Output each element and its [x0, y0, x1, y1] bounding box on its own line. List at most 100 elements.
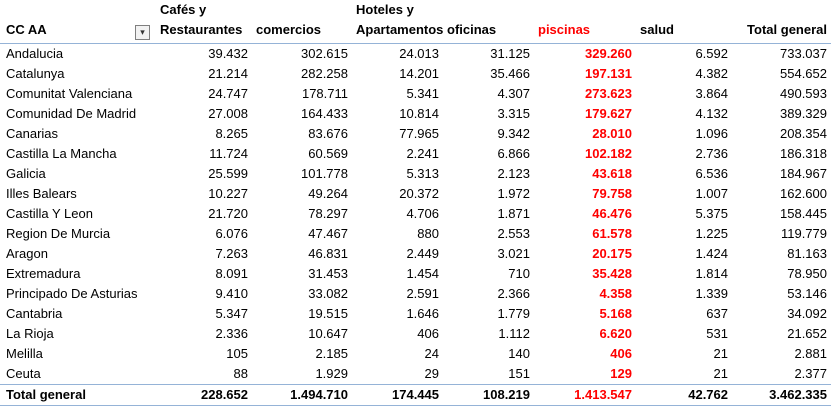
table-row: Ceuta 88 1.929 29 151 129 21 2.377 — [0, 364, 831, 385]
table-row: Comunitat Valenciana 24.747 178.711 5.341 4.… — [0, 84, 831, 104]
column-header-line2: Apartamentos — [356, 22, 444, 37]
table-cell: 35.428 — [592, 266, 632, 281]
table-cell: 21 — [713, 346, 728, 361]
table-row: Illes Balears 10.227 49.264 20.372 1.972 79.7… — [0, 184, 831, 204]
row-label: La Rioja — [6, 326, 54, 341]
table-cell: 46.831 — [308, 246, 348, 261]
table-cell: 490.593 — [780, 86, 827, 101]
table-cell: 2.241 — [406, 146, 439, 161]
table-cell: 29 — [424, 366, 439, 381]
table-cell: 31.453 — [308, 266, 348, 281]
table-cell: 88 — [233, 366, 248, 381]
table-cell: 49.264 — [308, 186, 348, 201]
table-row: Region De Murcia 6.076 47.467 880 2.553 61.57… — [0, 224, 831, 244]
table-cell: 140 — [508, 346, 530, 361]
table-cell: 4.358 — [599, 286, 632, 301]
table-cell: 7.263 — [215, 246, 248, 261]
table-cell: 43.618 — [592, 166, 632, 181]
grand-total-cell: 174.445 — [352, 384, 443, 406]
table-cell: 20.175 — [592, 246, 632, 261]
table-cell: 3.315 — [497, 106, 530, 121]
table-cell: 10.227 — [208, 186, 248, 201]
table-cell: 129 — [610, 366, 632, 381]
column-header-piscinas: piscinas — [534, 0, 636, 44]
table-cell: 35.466 — [490, 66, 530, 81]
table-cell: 2.591 — [406, 286, 439, 301]
row-label: Cantabria — [6, 306, 63, 321]
header-row: CC AA ▾ Cafés y Restaurantes comercios H… — [0, 0, 831, 44]
table-cell: 2.553 — [497, 226, 530, 241]
table-cell: 24 — [424, 346, 439, 361]
table-cell: 302.615 — [301, 46, 348, 61]
table-cell: 77.965 — [399, 126, 439, 141]
table-row: Melilla 105 2.185 24 140 406 21 2.881 — [0, 344, 831, 364]
table-cell: 1.646 — [406, 306, 439, 321]
column-header-comercios: comercios — [252, 0, 352, 44]
table-cell: 5.341 — [406, 86, 439, 101]
table-cell: 1.929 — [315, 366, 348, 381]
table-cell: 2.736 — [695, 146, 728, 161]
row-label: Catalunya — [6, 66, 65, 81]
table-cell: 6.592 — [695, 46, 728, 61]
row-label: Ceuta — [6, 366, 41, 381]
table-cell: 53.146 — [787, 286, 827, 301]
grand-total-cell: 1.413.547 — [534, 384, 636, 406]
table-cell: 406 — [417, 326, 439, 341]
table-cell: 184.967 — [780, 166, 827, 181]
table-cell: 208.354 — [780, 126, 827, 141]
table-row: Castilla Y Leon 21.720 78.297 4.706 1.871 46.… — [0, 204, 831, 224]
table-cell: 2.123 — [497, 166, 530, 181]
table-cell: 61.578 — [592, 226, 632, 241]
table-cell: 9.410 — [215, 286, 248, 301]
table-cell: 101.778 — [301, 166, 348, 181]
pivot-body: Andalucia 39.432 302.615 24.013 31.125 329.26… — [0, 44, 831, 385]
table-cell: 60.569 — [308, 146, 348, 161]
dropdown-filter-icon[interactable]: ▾ — [135, 25, 150, 40]
table-cell: 4.382 — [695, 66, 728, 81]
row-label: Castilla La Mancha — [6, 146, 117, 161]
grand-total-cell: 42.762 — [636, 384, 732, 406]
table-cell: 78.950 — [787, 266, 827, 281]
row-label: Comunitat Valenciana — [6, 86, 133, 101]
table-cell: 186.318 — [780, 146, 827, 161]
table-cell: 34.092 — [787, 306, 827, 321]
table-cell: 1.424 — [695, 246, 728, 261]
table-cell: 31.125 — [490, 46, 530, 61]
table-cell: 4.307 — [497, 86, 530, 101]
table-cell: 6.620 — [599, 326, 632, 341]
table-cell: 5.375 — [695, 206, 728, 221]
column-header-line2: piscinas — [538, 22, 591, 37]
table-cell: 2.366 — [497, 286, 530, 301]
row-label: Region De Murcia — [6, 226, 111, 241]
table-cell: 710 — [508, 266, 530, 281]
table-cell: 10.814 — [399, 106, 439, 121]
table-row: Aragon 7.263 46.831 2.449 3.021 20.175 1.424 81… — [0, 244, 831, 264]
table-cell: 25.599 — [208, 166, 248, 181]
table-cell: 178.711 — [301, 86, 348, 101]
table-row: Comunidad De Madrid 27.008 164.433 10.814 3.… — [0, 104, 831, 124]
column-header-line2: comercios — [256, 22, 322, 37]
table-cell: 6.866 — [497, 146, 530, 161]
row-label: Extremadura — [6, 266, 81, 281]
column-header-oficinas: oficinas — [443, 0, 534, 44]
table-cell: 33.082 — [308, 286, 348, 301]
row-label-header[interactable]: CC AA ▾ — [0, 0, 156, 44]
grand-total-label: Total general — [0, 384, 156, 406]
row-label: Illes Balears — [6, 186, 77, 201]
column-header-line1: Hoteles y — [356, 2, 414, 17]
table-cell: 24.747 — [208, 86, 248, 101]
table-cell: 11.724 — [209, 146, 248, 161]
table-cell: 1.112 — [498, 326, 530, 341]
table-cell: 79.758 — [592, 186, 632, 201]
grand-total-row: Total general 228.652 1.494.710 174.445 108.… — [0, 384, 831, 406]
row-label: Comunidad De Madrid — [6, 106, 137, 121]
table-cell: 14.201 — [399, 66, 439, 81]
row-label-text: CC AA — [6, 22, 47, 37]
table-cell: 8.265 — [215, 126, 248, 141]
table-cell: 21 — [713, 366, 728, 381]
table-cell: 1.454 — [406, 266, 439, 281]
table-cell: 4.132 — [695, 106, 728, 121]
table-cell: 1.225 — [695, 226, 728, 241]
table-row: Canarias 8.265 83.676 77.965 9.342 28.010 1.09… — [0, 124, 831, 144]
table-cell: 2.377 — [794, 366, 827, 381]
